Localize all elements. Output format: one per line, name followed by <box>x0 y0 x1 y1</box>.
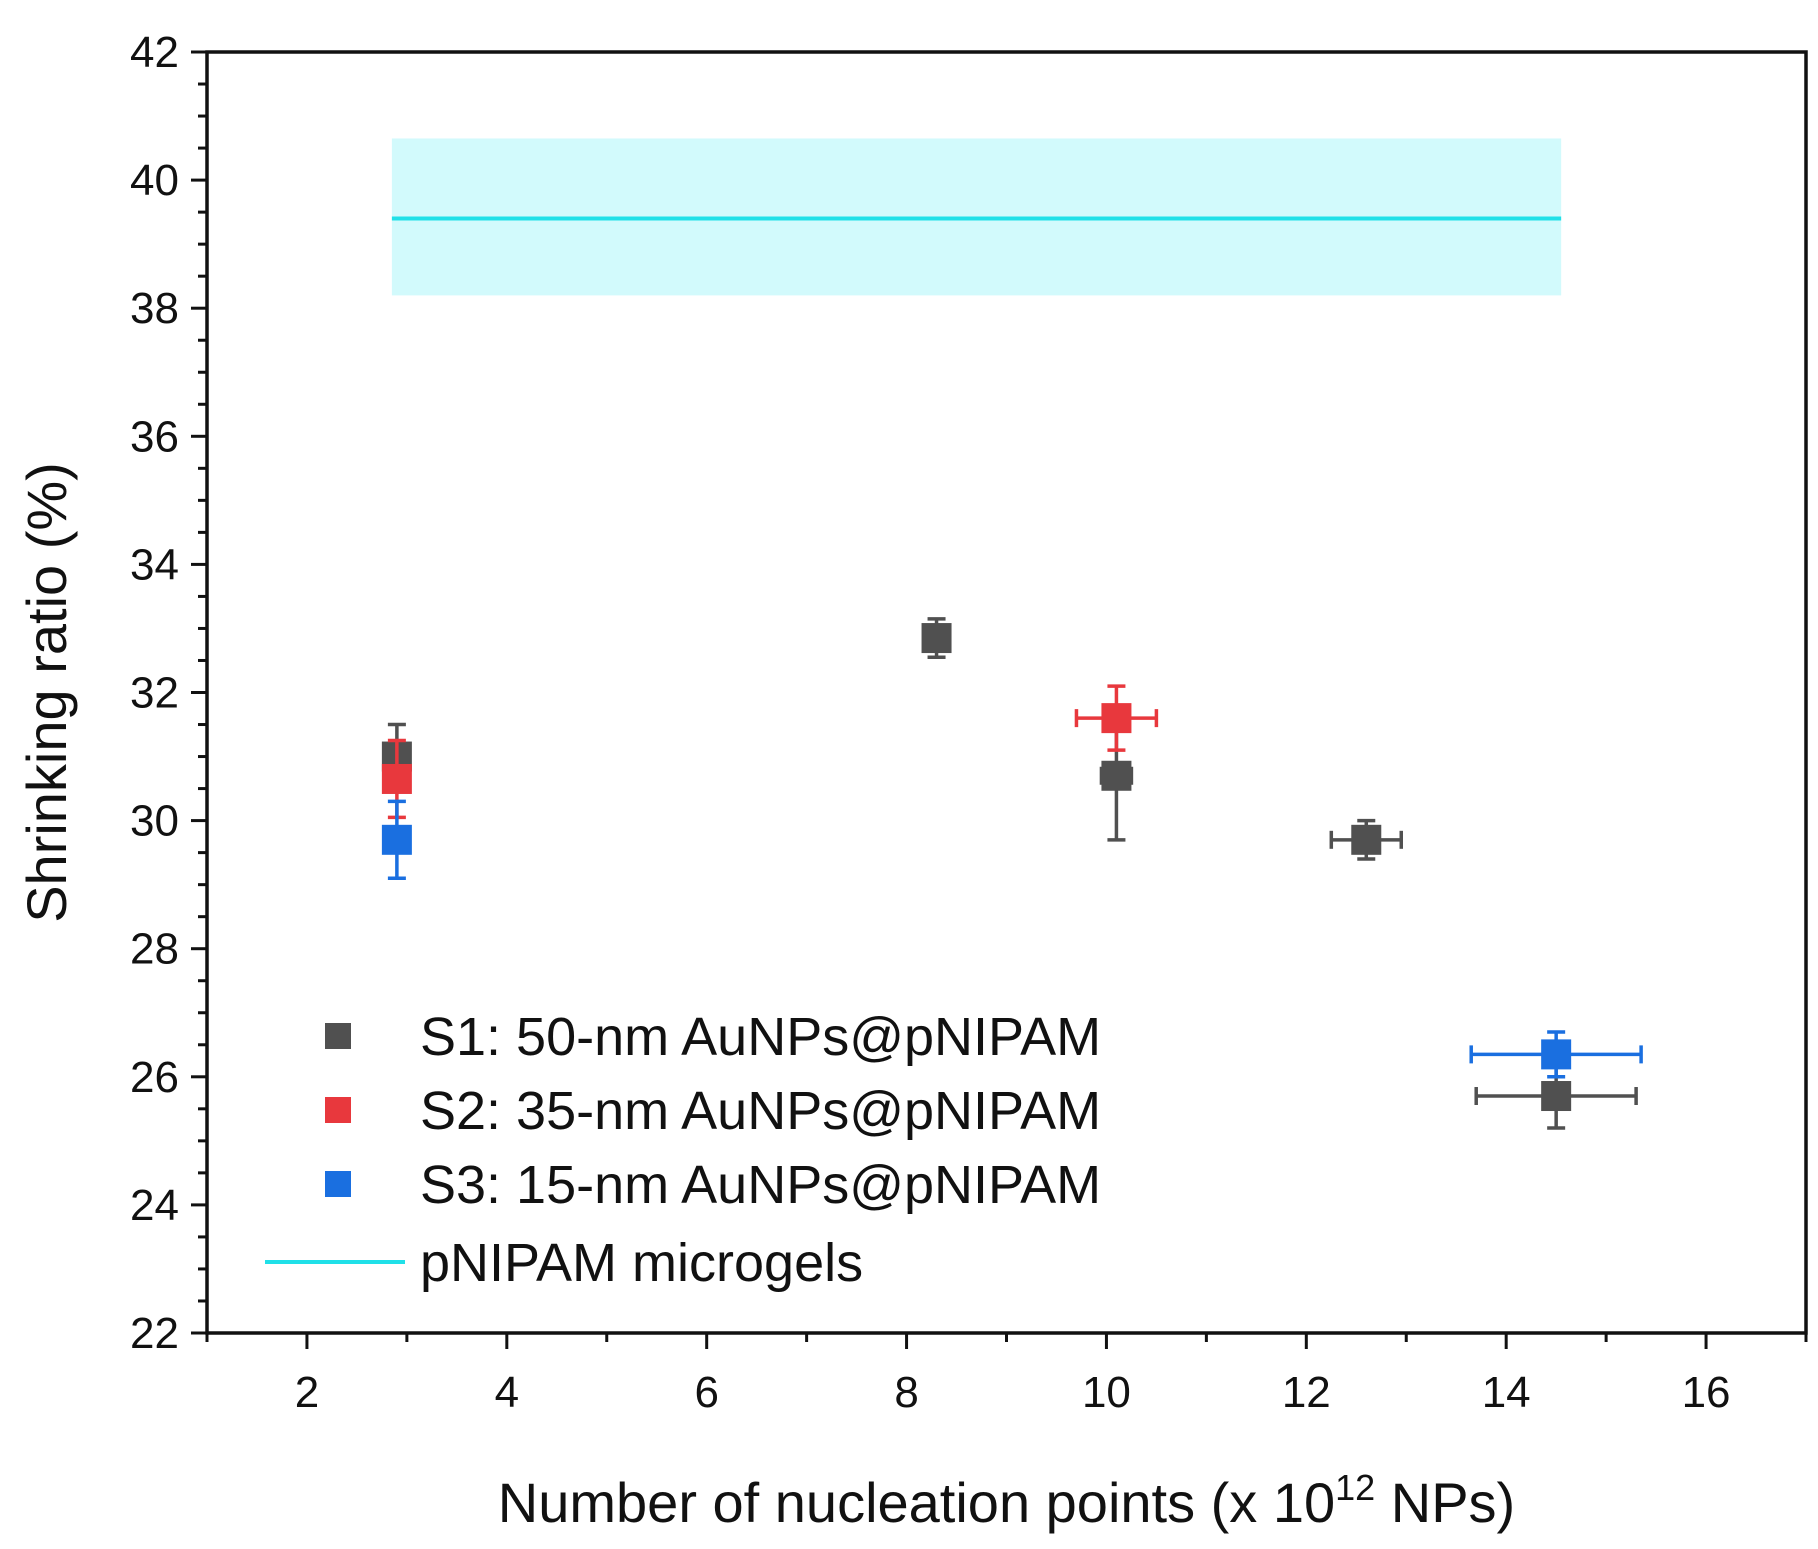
data-point <box>1351 824 1382 855</box>
legend-label-reference: pNIPAM microgels <box>420 1233 863 1293</box>
data-point <box>1101 760 1132 791</box>
x-axis-title-superscript: 12 <box>1335 1467 1375 1508</box>
x-tick-label: 14 <box>1482 1368 1531 1417</box>
y-tick-label: 26 <box>130 1053 179 1102</box>
data-point <box>381 824 412 855</box>
y-tick-label: 38 <box>130 284 179 333</box>
x-tick-label: 6 <box>694 1368 718 1417</box>
x-axis-ticks: 2 4 6 8 10 12 14 16 <box>205 1333 1808 1417</box>
legend-label-s1: S1: 50-nm AuNPs@pNIPAM <box>420 1007 1101 1067</box>
series-2 <box>381 684 1159 820</box>
x-tick-label: 10 <box>1082 1368 1131 1417</box>
y-tick-label: 24 <box>130 1181 179 1230</box>
x-tick-label: 12 <box>1282 1368 1331 1417</box>
legend-label-s3: S3: 15-nm AuNPs@pNIPAM <box>420 1155 1101 1215</box>
series-3 <box>381 799 1643 1079</box>
data-point <box>921 623 952 654</box>
y-tick-label: 36 <box>130 412 179 461</box>
y-tick-label: 30 <box>130 797 179 846</box>
legend-marker-s1 <box>325 1023 351 1049</box>
data-point <box>1541 1039 1572 1070</box>
x-tick-label: 4 <box>495 1368 519 1417</box>
data-series <box>381 617 1643 1130</box>
y-axis-title: Shrinking ratio (%) <box>15 462 78 923</box>
reference-band-group <box>391 138 1562 296</box>
x-axis-title-main: Number of nucleation points (x 10 <box>498 1471 1335 1534</box>
y-axis-ticks: 22 24 26 28 30 32 34 36 38 40 42 <box>130 28 207 1358</box>
y-tick-label: 42 <box>130 28 179 77</box>
legend-label-s2: S2: 35-nm AuNPs@pNIPAM <box>420 1081 1101 1141</box>
y-tick-label: 32 <box>130 669 179 718</box>
x-axis-title-end: NPs) <box>1375 1471 1515 1534</box>
x-tick-label: 2 <box>295 1368 319 1417</box>
legend-marker-s2 <box>325 1097 351 1123</box>
legend-marker-s3 <box>325 1171 351 1197</box>
x-tick-label: 16 <box>1682 1368 1731 1417</box>
y-tick-label: 40 <box>130 156 179 205</box>
data-point <box>1541 1081 1572 1112</box>
x-tick-label: 8 <box>894 1368 918 1417</box>
y-tick-label: 22 <box>130 1309 179 1358</box>
y-tick-label: 28 <box>130 925 179 974</box>
data-point <box>381 763 412 794</box>
legend: S1: 50-nm AuNPs@pNIPAM S2: 35-nm AuNPs@p… <box>265 1007 1101 1293</box>
x-axis-title: Number of nucleation points (x 1012 NPs) <box>498 1467 1515 1534</box>
y-tick-label: 34 <box>130 540 179 589</box>
data-point <box>1101 703 1132 734</box>
